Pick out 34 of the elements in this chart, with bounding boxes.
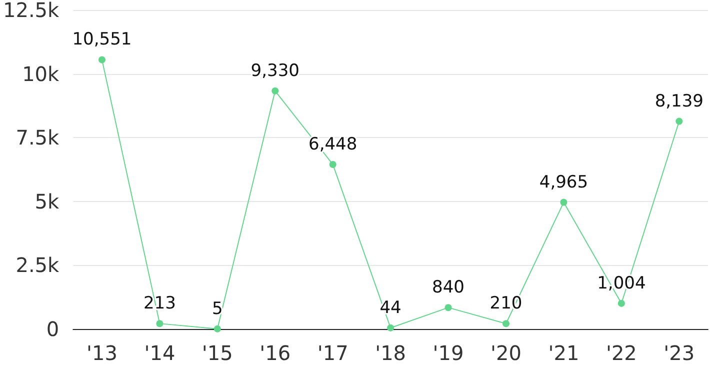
x-tick-label: '13 <box>86 341 118 365</box>
y-tick-label: 7.5k <box>16 126 60 150</box>
data-label: 840 <box>432 278 464 298</box>
x-tick-label: '14 <box>144 341 176 365</box>
point <box>214 325 221 332</box>
x-tick-label: '16 <box>260 341 291 365</box>
x-tick-label: '18 <box>375 341 406 365</box>
data-label: 9,330 <box>250 60 300 81</box>
y-tick-label: 2.5k <box>16 253 60 278</box>
point <box>560 198 568 206</box>
data-label: 4,965 <box>539 172 588 192</box>
y-tick-label: 12.5k <box>2 0 60 22</box>
y-tick-label: 10k <box>22 62 60 86</box>
x-tick-label: '22 <box>606 341 637 365</box>
point <box>387 324 394 332</box>
point <box>502 320 510 328</box>
y-tick-label: 5k <box>34 189 60 214</box>
y-tick-label: 0 <box>46 317 60 341</box>
x-tick-label: '21 <box>548 341 580 365</box>
data-label: 10,551 <box>72 30 132 50</box>
x-tick-label: '15 <box>202 341 233 365</box>
data-label: 5 <box>212 298 223 319</box>
x-tick-label: '19 <box>432 341 464 365</box>
point <box>98 56 106 64</box>
point <box>444 304 452 312</box>
point <box>156 320 164 328</box>
x-tick-label: '23 <box>664 341 695 365</box>
x-tick-label: '17 <box>317 341 348 365</box>
point <box>272 87 279 94</box>
x-tick-label: '20 <box>490 341 522 365</box>
data-label: 8,139 <box>654 91 704 112</box>
point <box>676 118 683 125</box>
point <box>618 300 625 307</box>
point <box>329 160 336 168</box>
